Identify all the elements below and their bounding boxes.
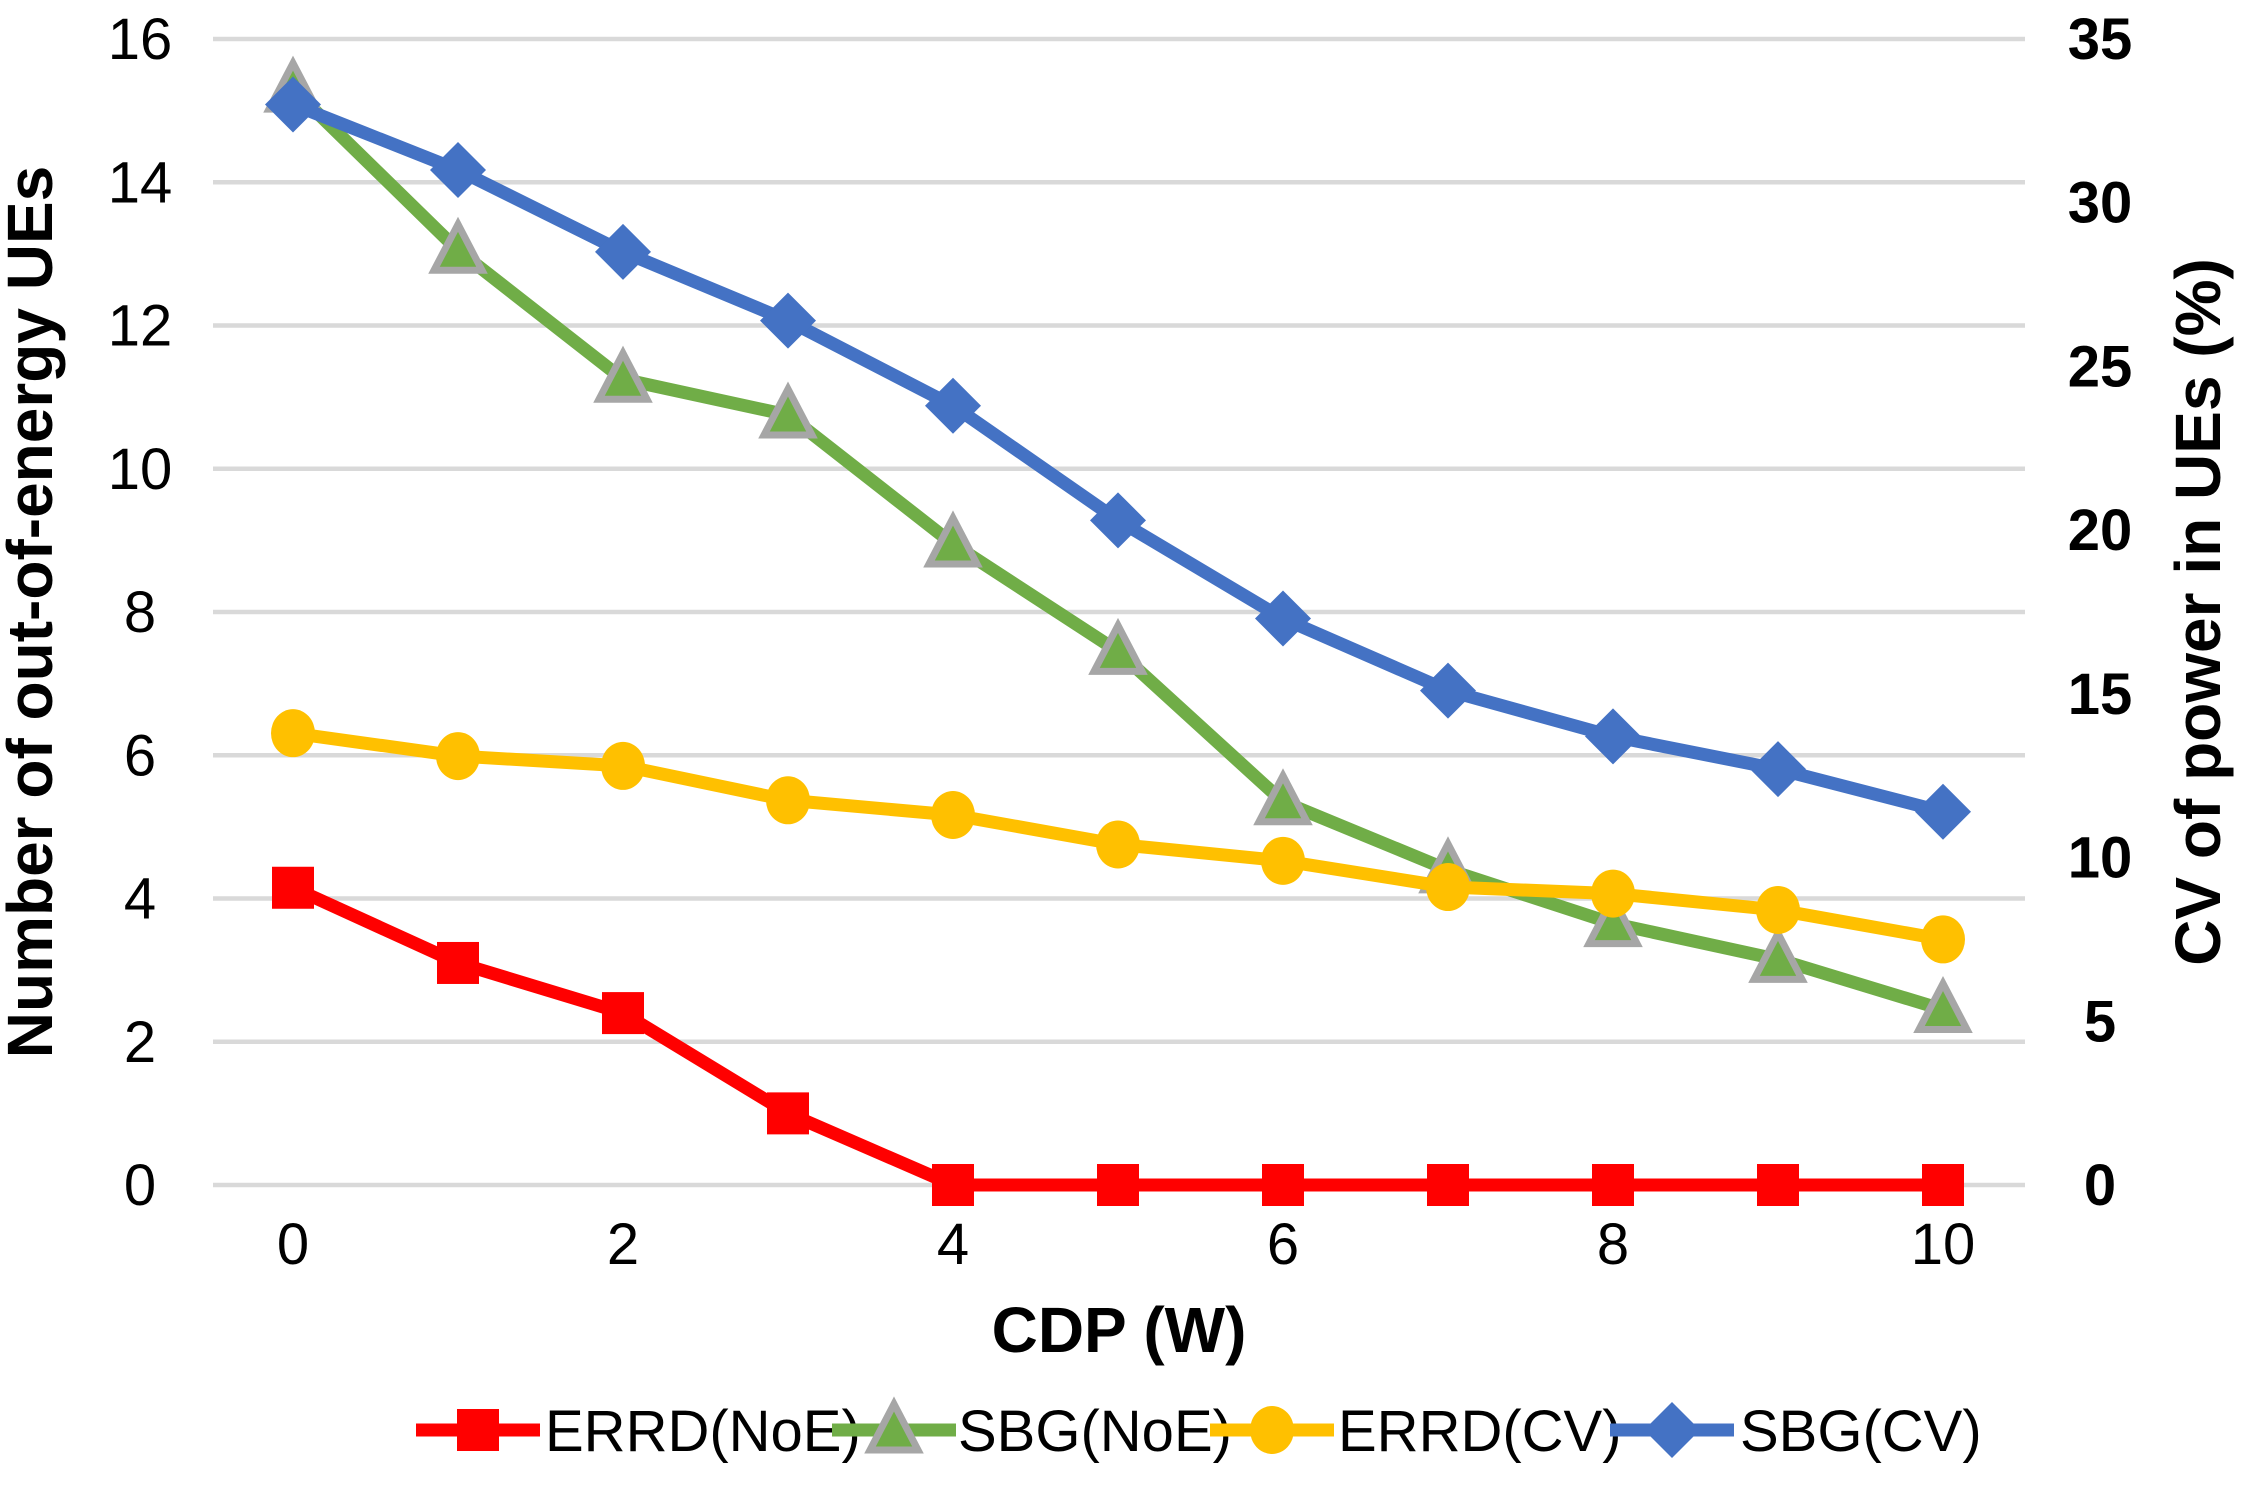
legend-label: ERRD(NoE) xyxy=(545,1399,861,1464)
square-marker xyxy=(932,1164,974,1206)
x-axis-tick: 2 xyxy=(607,1212,639,1277)
x-axis-tick: 6 xyxy=(1267,1212,1299,1277)
right-axis-tick-labels: 0 5 10 15 20 25 30 35 xyxy=(2068,7,2133,1218)
right-axis-tick: 10 xyxy=(2068,826,2133,891)
diamond-marker xyxy=(760,292,816,349)
right-axis-tick: 5 xyxy=(2084,989,2116,1054)
diamond-marker xyxy=(1915,783,1971,840)
circle-marker xyxy=(1261,836,1305,885)
left-axis-tick: 14 xyxy=(108,150,173,215)
x-axis-tick: 8 xyxy=(1597,1212,1629,1277)
square-marker xyxy=(1922,1164,1964,1206)
triangle-marker xyxy=(1088,617,1148,675)
series-line xyxy=(286,82,1950,1017)
circle-marker xyxy=(766,776,810,825)
circle-marker xyxy=(1250,1406,1294,1454)
diamond-marker xyxy=(430,141,486,198)
square-marker xyxy=(1592,1164,1634,1206)
left-axis-title: Number of out-of-energy UEs xyxy=(0,166,66,1058)
diamond-marker xyxy=(1255,590,1311,647)
square-marker xyxy=(767,1092,809,1135)
right-axis-tick: 15 xyxy=(2068,662,2133,727)
x-axis-tick: 4 xyxy=(937,1212,969,1277)
left-axis-tick: 12 xyxy=(108,294,173,359)
circle-marker xyxy=(1921,915,1965,964)
square-marker xyxy=(437,941,479,984)
right-axis-tick: 25 xyxy=(2068,334,2133,399)
left-axis-tick: 8 xyxy=(124,580,156,645)
circle-marker xyxy=(436,732,480,781)
series-layer xyxy=(263,55,1973,1206)
right-axis-title: CV of power in UEs (%) xyxy=(2162,258,2234,966)
square-marker xyxy=(1757,1164,1799,1206)
diamond-marker xyxy=(1420,662,1476,719)
square-marker xyxy=(272,866,314,909)
triangle-marker xyxy=(593,345,653,403)
circle-marker xyxy=(1756,885,1800,934)
right-axis-tick: 30 xyxy=(2068,171,2133,236)
circle-marker xyxy=(1426,863,1470,912)
gridlines xyxy=(213,36,2025,1188)
legend-label: ERRD(CV) xyxy=(1338,1399,1622,1464)
x-axis-tick: 10 xyxy=(1911,1212,1976,1277)
left-axis-tick: 10 xyxy=(108,437,173,502)
diamond-marker xyxy=(1585,708,1641,765)
circle-marker xyxy=(271,709,315,758)
series-line xyxy=(286,881,1950,1192)
legend-label: SBG(NoE) xyxy=(958,1399,1232,1464)
triangle-marker xyxy=(864,1396,924,1454)
diamond-marker xyxy=(595,223,651,280)
series-errd-noe- xyxy=(272,866,1964,1206)
diamond-marker xyxy=(925,377,981,434)
right-axis-tick: 0 xyxy=(2084,1153,2116,1218)
square-marker xyxy=(602,992,644,1035)
left-axis-tick: 16 xyxy=(108,7,173,72)
triangle-marker xyxy=(1913,975,1973,1034)
square-marker xyxy=(457,1409,499,1451)
left-axis-tick: 6 xyxy=(124,723,156,788)
triangle-marker xyxy=(923,510,983,568)
diamond-marker xyxy=(1750,741,1806,798)
circle-marker xyxy=(1096,820,1140,869)
circle-marker xyxy=(931,791,975,840)
triangle-marker xyxy=(1748,925,1808,983)
diamond-marker xyxy=(265,76,321,133)
triangle-marker xyxy=(1253,768,1313,826)
square-marker xyxy=(1262,1164,1304,1206)
x-axis-tick-labels: 0 2 4 6 8 10 xyxy=(277,1212,1975,1277)
legend: ERRD(NoE) SBG(NoE) ERRD(CV) SBG(CV) xyxy=(416,1396,1982,1464)
left-axis-tick: 0 xyxy=(124,1153,156,1218)
right-axis-tick: 35 xyxy=(2068,7,2133,72)
right-axis-tick: 20 xyxy=(2068,498,2133,563)
triangle-marker xyxy=(758,381,818,439)
circle-marker xyxy=(1591,869,1635,918)
circle-marker xyxy=(601,741,645,790)
x-axis-tick: 0 xyxy=(277,1212,309,1277)
series-sbg-cv- xyxy=(265,76,1971,840)
square-marker xyxy=(1427,1164,1469,1206)
series-errd-cv- xyxy=(271,709,1965,964)
triangle-marker xyxy=(428,216,488,274)
series-line xyxy=(286,97,1950,819)
legend-label: SBG(CV) xyxy=(1740,1399,1982,1464)
left-axis-tick: 4 xyxy=(124,867,156,932)
diamond-marker xyxy=(1644,1402,1700,1458)
left-axis-tick: 2 xyxy=(124,1010,156,1075)
x-axis-title: CDP (W) xyxy=(992,1294,1247,1366)
legend-item: ERRD(NoE) xyxy=(416,1399,861,1464)
triangle-marker xyxy=(1583,890,1643,948)
legend-item: ERRD(CV) xyxy=(1210,1399,1622,1464)
square-marker xyxy=(1097,1164,1139,1206)
legend-item: SBG(CV) xyxy=(1610,1399,1982,1464)
diamond-marker xyxy=(1090,492,1146,549)
legend-item: SBG(NoE) xyxy=(832,1396,1232,1464)
left-axis-tick-labels: 0 2 4 6 8 10 12 14 16 xyxy=(108,7,173,1218)
